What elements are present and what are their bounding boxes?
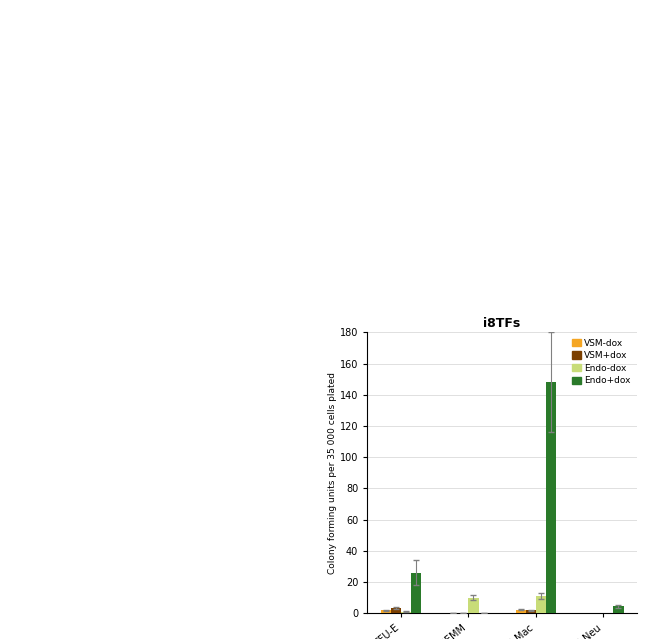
Bar (546, 382, 556, 613)
Bar (381, 610, 391, 613)
Legend: VSM-dox, VSM+dox, Endo-dox, Endo+dox: VSM-dox, VSM+dox, Endo-dox, Endo+dox (570, 337, 632, 387)
Bar (614, 606, 623, 613)
Y-axis label: Colony forming units per 35 000 cells plated: Colony forming units per 35 000 cells pl… (328, 372, 337, 574)
Bar (515, 610, 526, 613)
Bar (526, 610, 536, 613)
Bar (411, 573, 421, 613)
Title: i8TFs: i8TFs (484, 317, 521, 330)
Bar (391, 608, 401, 613)
Bar (469, 598, 478, 613)
Bar (401, 612, 411, 613)
Bar (536, 596, 546, 613)
